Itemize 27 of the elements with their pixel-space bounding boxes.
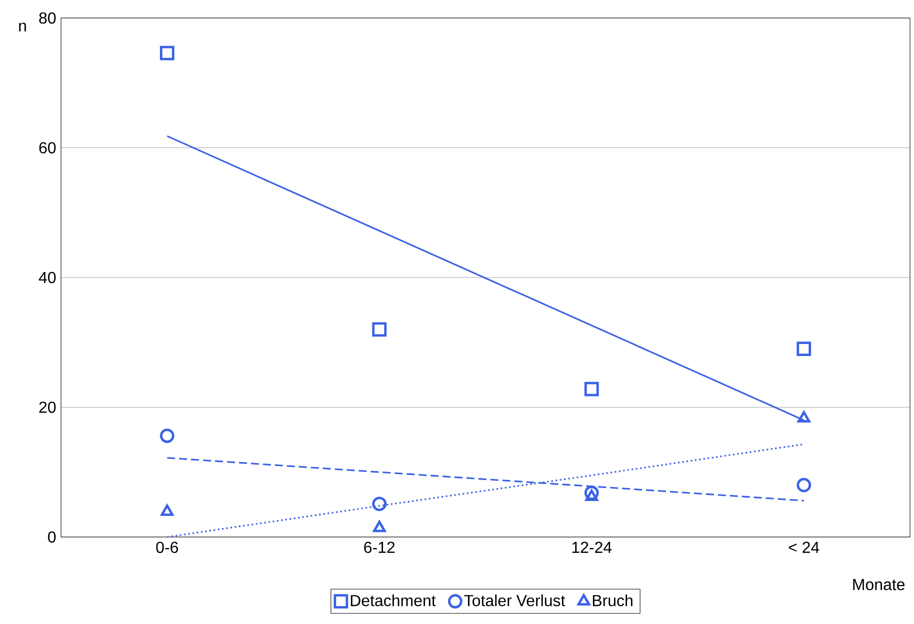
x-tick-label: 12-24 [572,542,612,553]
point [160,46,174,60]
y-tick-label: 60 [39,142,56,154]
legend-label: Bruch [592,594,632,606]
point [160,504,174,516]
x-tick-label: 6-12 [364,542,395,554]
y-tick-label: 20 [39,402,56,413]
x-tick-label: 0-6 [156,542,178,554]
x-tick-label: < 24 [788,542,820,553]
legend-label: Detachment [350,594,436,606]
y-axis-title: n [19,22,26,32]
point [796,342,812,356]
point [585,490,598,501]
x-axis-title: Monate [853,579,905,590]
point [372,322,387,337]
point [584,486,599,500]
point [372,496,387,512]
legend-label: Totaler Verlust [464,594,566,606]
point [584,382,599,396]
point [797,411,810,422]
y-tick-label: 80 [39,12,56,24]
point [160,428,174,443]
y-tick-label: 40 [38,272,56,284]
point [796,478,812,492]
point [372,520,386,532]
y-tick-label: 0 [48,531,56,543]
line-series [166,443,805,537]
